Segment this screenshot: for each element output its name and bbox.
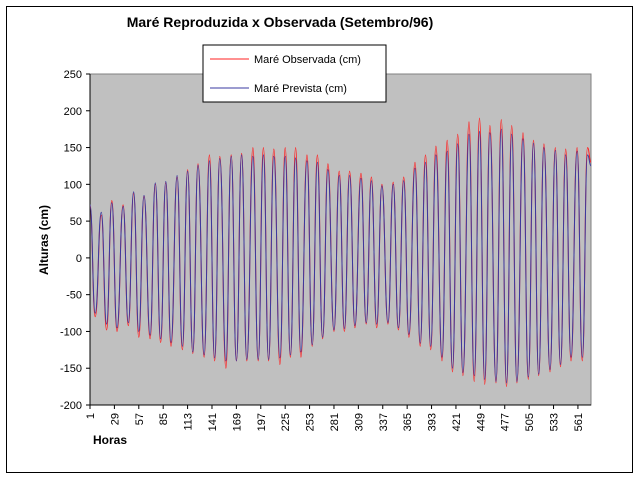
y-axis-label: Alturas (cm): [37, 205, 51, 275]
x-tick-label: 561: [573, 413, 585, 431]
x-tick-label: 533: [549, 413, 561, 431]
x-tick-label: 421: [451, 413, 463, 431]
legend-box: [202, 44, 387, 103]
x-tick-label: 281: [329, 413, 341, 431]
axes: -200 -150 -100 -50 0 50 100 150 200 250 1 29 57 85 113…: [60, 69, 591, 431]
x-tick-label: 253: [305, 413, 317, 431]
y-tick-label: 150: [64, 143, 82, 155]
y-tick-label: 200: [64, 106, 82, 118]
x-tick-label: 1: [85, 413, 97, 419]
y-tick-label: -100: [60, 326, 82, 338]
y-tick-label: -200: [60, 400, 82, 412]
series-layer: [89, 117, 592, 388]
y-tick-label: -150: [60, 363, 82, 375]
x-tick-label: 337: [378, 413, 390, 431]
x-tick-label: 309: [353, 413, 365, 431]
x-tick-label: 85: [158, 413, 170, 425]
x-tick-label: 449: [475, 413, 487, 431]
x-tick-label: 197: [256, 413, 268, 431]
y-tick-label: -50: [66, 290, 82, 302]
y-tick-label: 100: [64, 179, 82, 191]
legend-label-predicted: Maré Prevista (cm): [254, 83, 347, 95]
x-tick-label: 393: [427, 413, 439, 431]
x-tick-label: 225: [280, 413, 292, 431]
x-tick-label: 29: [109, 413, 121, 425]
y-tick-label: 250: [64, 69, 82, 81]
chart-title: Maré Reproduzida x Observada (Setembro/9…: [126, 14, 434, 30]
x-tick-label: 141: [207, 413, 219, 431]
x-tick-label: 365: [402, 413, 414, 431]
x-tick-label: 113: [183, 413, 195, 431]
x-tick-label: 57: [134, 413, 146, 425]
legend-label-observed: Maré Observada (cm): [254, 54, 361, 66]
x-tick-label: 477: [500, 413, 512, 431]
x-tick-label: 505: [524, 413, 536, 431]
legend: Maré Observada (cm) Maré Prevista (cm): [202, 44, 387, 103]
x-tick-label: 169: [231, 413, 243, 431]
y-tick-label: 0: [76, 253, 82, 265]
y-tick-label: 50: [70, 216, 82, 228]
series-line-1: [89, 128, 592, 384]
x-axis-label: Horas: [93, 433, 127, 447]
